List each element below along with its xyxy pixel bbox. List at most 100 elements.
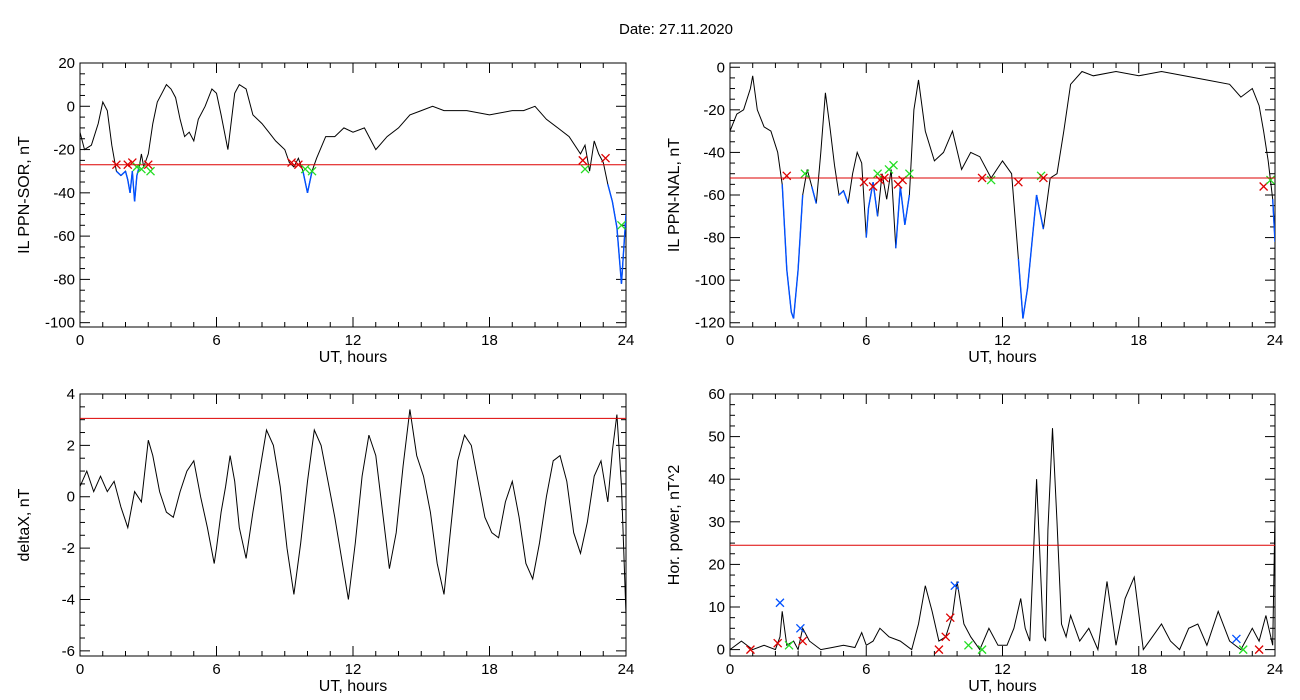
marker-stroke bbox=[977, 645, 987, 655]
x-tick-label: 0 bbox=[726, 332, 734, 349]
series-group bbox=[730, 70, 1275, 319]
x-tick-label: 18 bbox=[1130, 661, 1147, 678]
marker-stroke bbox=[889, 160, 898, 170]
y-tick-label: 40 bbox=[708, 471, 725, 488]
series-group bbox=[80, 83, 626, 284]
highlight-segment bbox=[895, 186, 902, 249]
highlight-segment bbox=[131, 171, 136, 202]
marker-red bbox=[745, 645, 755, 655]
marker-stroke bbox=[601, 153, 610, 163]
highlight-segment bbox=[1022, 288, 1029, 319]
y-axis-label: deltaX, nT bbox=[16, 488, 33, 561]
marker-red bbox=[578, 155, 588, 165]
highlight-segment bbox=[611, 201, 618, 228]
marker-blue bbox=[795, 623, 805, 633]
marker-stroke bbox=[745, 645, 755, 655]
series-line bbox=[730, 428, 1275, 652]
marker-stroke bbox=[1238, 645, 1248, 655]
panel-power: 0 6 12 18 24 60 50 40 30 20 10 0 UT, hours Hor. power… bbox=[666, 386, 1283, 695]
y-tick-label: 0 bbox=[717, 642, 725, 659]
marker-stroke bbox=[873, 169, 883, 179]
highlight-segment bbox=[811, 186, 817, 204]
marker-red bbox=[875, 175, 885, 185]
x-tick-label: 12 bbox=[994, 332, 1011, 349]
marker-stroke bbox=[1231, 634, 1241, 644]
highlight-segment bbox=[1017, 258, 1024, 319]
y-axis-label: IL PPN-SOR, nT bbox=[16, 136, 33, 254]
highlight-segment bbox=[616, 227, 623, 284]
y-tick-label: 0 bbox=[717, 59, 725, 76]
marker-green bbox=[1238, 645, 1248, 655]
highlight-segment bbox=[607, 184, 614, 202]
marker-green bbox=[136, 164, 146, 174]
x-tick-label: 0 bbox=[76, 332, 84, 349]
y-tick-label: -6 bbox=[62, 643, 75, 660]
marker-stroke bbox=[904, 169, 914, 179]
marker-stroke bbox=[300, 164, 310, 174]
marker-red bbox=[782, 171, 792, 181]
marker-green bbox=[873, 169, 883, 179]
marker-stroke bbox=[775, 598, 785, 608]
highlight-segment bbox=[1272, 199, 1275, 242]
marker-green bbox=[146, 166, 155, 176]
marker-green bbox=[784, 640, 794, 650]
series-group bbox=[80, 409, 626, 615]
x-tick-label: 18 bbox=[1130, 332, 1147, 349]
marker-stroke bbox=[784, 640, 794, 650]
highlight-segment bbox=[306, 171, 313, 193]
marker-green bbox=[904, 169, 914, 179]
x-tick-label: 18 bbox=[481, 332, 498, 349]
marker-red bbox=[287, 158, 297, 168]
y-tick-label: -60 bbox=[703, 187, 725, 204]
x-tick-label: 12 bbox=[345, 332, 362, 349]
marker-green bbox=[963, 640, 973, 650]
highlight-segment bbox=[302, 171, 309, 193]
series-line bbox=[730, 70, 1275, 319]
y-tick-label: 10 bbox=[708, 599, 725, 616]
y-tick-label: -80 bbox=[53, 271, 75, 288]
marker-stroke bbox=[934, 645, 944, 655]
marker-green bbox=[132, 162, 142, 172]
highlight-segment bbox=[1031, 194, 1038, 242]
y-tick-label: -120 bbox=[695, 315, 725, 332]
y-tick-label: -100 bbox=[695, 272, 725, 289]
marker-green bbox=[977, 645, 987, 655]
y-tick-label: -40 bbox=[703, 144, 725, 161]
marker-stroke bbox=[136, 164, 146, 174]
marker-stroke bbox=[782, 171, 792, 181]
y-tick-label: 20 bbox=[58, 55, 75, 72]
x-tick-label: 24 bbox=[618, 661, 635, 678]
plot-frame bbox=[79, 393, 627, 657]
y-tick-label: 0 bbox=[67, 489, 75, 506]
x-axis-label: UT, hours bbox=[968, 349, 1036, 366]
marker-stroke bbox=[1013, 177, 1023, 187]
marker-green bbox=[616, 220, 626, 230]
marker-stroke bbox=[1254, 645, 1264, 655]
marker-stroke bbox=[798, 636, 808, 646]
marker-blue bbox=[1231, 634, 1241, 644]
highlight-segment bbox=[120, 170, 126, 177]
marker-stroke bbox=[578, 155, 588, 165]
marker-stroke bbox=[800, 169, 810, 179]
highlight-segment bbox=[842, 190, 849, 204]
x-tick-label: 6 bbox=[212, 661, 220, 678]
marker-stroke bbox=[941, 632, 951, 642]
marker-red bbox=[798, 636, 808, 646]
marker-green bbox=[300, 164, 310, 174]
y-tick-label: -40 bbox=[53, 185, 75, 202]
y-tick-label: 50 bbox=[708, 429, 725, 446]
panel-sor: 0 6 12 18 24 20 0 -20 -40 -60 -80 -100 UT, hours IL P… bbox=[16, 55, 634, 366]
marker-stroke bbox=[146, 166, 155, 176]
marker-green bbox=[889, 160, 898, 170]
y-tick-label: -100 bbox=[45, 315, 75, 332]
marker-stroke bbox=[950, 581, 960, 591]
marker-red bbox=[1254, 645, 1264, 655]
y-tick-label: 30 bbox=[708, 514, 725, 531]
marker-red bbox=[601, 153, 610, 163]
highlight-segment bbox=[115, 170, 122, 177]
marker-red bbox=[859, 177, 869, 187]
marker-red bbox=[1013, 177, 1023, 187]
x-tick-label: 24 bbox=[1267, 661, 1284, 678]
marker-stroke bbox=[773, 638, 783, 648]
highlight-segment bbox=[1026, 241, 1033, 289]
